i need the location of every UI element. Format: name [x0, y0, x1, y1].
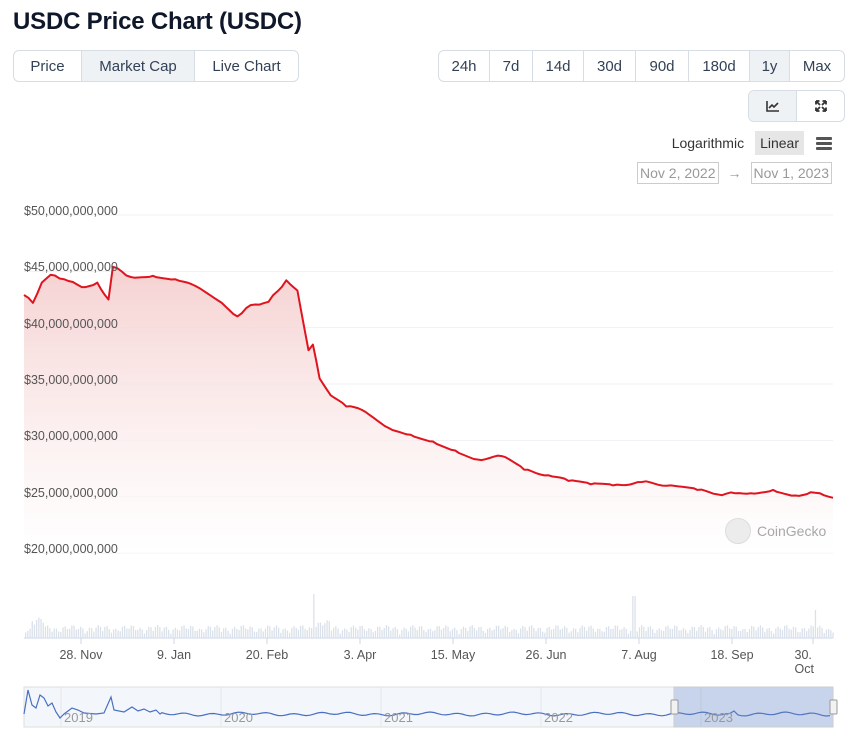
- navigator-handle-right: [829, 699, 838, 715]
- coingecko-watermark: CoinGecko: [725, 518, 826, 544]
- navigator[interactable]: [23, 686, 838, 728]
- chart-tools: [748, 90, 845, 122]
- market-cap-area: [24, 266, 833, 553]
- market-cap-line: [23, 265, 834, 499]
- navigator-selection: [673, 686, 834, 728]
- tab-price[interactable]: Price: [14, 51, 82, 81]
- hamburger-menu-icon[interactable]: [816, 136, 832, 150]
- coingecko-logo-icon: [725, 518, 751, 544]
- expand-icon: [814, 100, 827, 112]
- chart-type-tabs: Price Market Cap Live Chart: [13, 50, 299, 82]
- navigator-year-label: 2022: [544, 710, 573, 725]
- y-axis-label: $45,000,000,000: [24, 260, 118, 275]
- y-axis-label: $30,000,000,000: [24, 429, 118, 444]
- range-1y[interactable]: 1y: [750, 51, 790, 81]
- time-range-selector: 24h 7d 14d 30d 90d 180d 1y Max: [438, 50, 845, 82]
- x-axis-label: 9. Jan: [156, 648, 192, 662]
- fullscreen-button[interactable]: [797, 91, 844, 121]
- scale-linear[interactable]: Linear: [755, 131, 804, 155]
- line-chart-button[interactable]: [749, 91, 797, 121]
- navigator-year-label: 2023: [704, 710, 733, 725]
- navigator-handle-left: [670, 699, 679, 715]
- range-180d[interactable]: 180d: [689, 51, 750, 81]
- x-axis-label: 18. Sep: [710, 648, 754, 662]
- range-90d[interactable]: 90d: [636, 51, 689, 81]
- date-from-input[interactable]: Nov 2, 2022: [637, 162, 719, 184]
- x-axis-label: 26. Jun: [525, 648, 567, 662]
- x-axis-label: 28. Nov: [59, 648, 103, 662]
- scale-logarithmic[interactable]: Logarithmic: [671, 135, 745, 151]
- page-title: USDC Price Chart (USDC): [13, 8, 302, 35]
- y-axis-label: $40,000,000,000: [24, 316, 118, 331]
- x-axis-label: 3. Apr: [343, 648, 377, 662]
- x-axis-label: 20. Feb: [245, 648, 289, 662]
- range-max[interactable]: Max: [802, 57, 832, 75]
- y-axis-label: $20,000,000,000: [24, 542, 118, 556]
- date-to-input[interactable]: Nov 1, 2023: [750, 162, 832, 184]
- tab-market-cap[interactable]: Market Cap: [82, 51, 195, 81]
- range-14d[interactable]: 14d: [533, 51, 584, 81]
- line-chart-icon: [765, 101, 779, 112]
- x-axis-ticks: [80, 638, 814, 644]
- x-axis-label: 7. Aug: [621, 648, 657, 662]
- range-30d[interactable]: 30d: [584, 51, 636, 81]
- range-7d[interactable]: 7d: [490, 51, 533, 81]
- y-axis-label: $25,000,000,000: [24, 485, 118, 500]
- scale-toggle: Logarithmic Linear: [667, 131, 832, 155]
- x-axis-label: 30. Oct: [794, 648, 814, 676]
- range-24h[interactable]: 24h: [439, 51, 490, 81]
- volume-bars: [25, 594, 834, 638]
- arrow-right-icon: →: [727, 165, 742, 181]
- date-range: Nov 2, 2022 → Nov 1, 2023: [637, 162, 832, 184]
- navigator-year-label: 2019: [64, 710, 93, 725]
- tab-live-chart[interactable]: Live Chart: [212, 57, 281, 75]
- x-axis-label: 15. May: [430, 648, 476, 662]
- y-axis-label: $35,000,000,000: [24, 373, 118, 387]
- navigator-year-label: 2020: [224, 710, 253, 725]
- y-axis-label: $50,000,000,000: [24, 204, 118, 218]
- navigator-year-label: 2021: [384, 710, 413, 725]
